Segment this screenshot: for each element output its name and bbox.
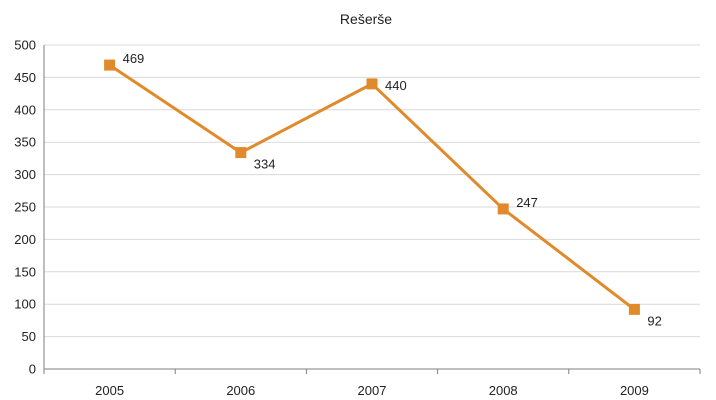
y-tick-label: 200 xyxy=(14,232,36,247)
series-layer xyxy=(104,59,640,315)
grid-layer xyxy=(44,44,700,338)
data-label: 334 xyxy=(254,157,276,172)
y-tick-label: 500 xyxy=(14,38,36,53)
x-tick-label: 2008 xyxy=(489,383,518,398)
data-point-marker xyxy=(628,303,640,315)
x-tick-label: 2006 xyxy=(226,383,255,398)
y-tick-label: 300 xyxy=(14,167,36,182)
chart-title: Rešerše xyxy=(340,11,392,27)
data-label: 247 xyxy=(516,195,538,210)
data-point-marker xyxy=(366,78,378,90)
data-label: 469 xyxy=(123,51,145,66)
y-tick-label: 50 xyxy=(22,329,36,344)
x-tick-label: 2005 xyxy=(95,383,124,398)
x-tick-label: 2007 xyxy=(358,383,387,398)
y-tick-label: 0 xyxy=(29,362,36,377)
data-label: 92 xyxy=(647,313,661,328)
y-tick-label: 400 xyxy=(14,102,36,117)
data-point-marker xyxy=(235,147,247,159)
label-layer: 469 334 440 247 92 xyxy=(123,51,662,328)
y-tick-label: 150 xyxy=(14,264,36,279)
x-tick-label: 2009 xyxy=(620,383,649,398)
data-point-marker xyxy=(497,203,509,215)
data-label: 440 xyxy=(385,78,407,93)
axis-layer: 0 50 100 150 200 250 300 350 400 450 500 2005 2006 20… xyxy=(14,38,701,398)
series-line xyxy=(108,63,636,311)
data-point-marker xyxy=(104,59,116,71)
y-tick-label: 250 xyxy=(14,200,36,215)
y-tick-label: 350 xyxy=(14,135,36,150)
y-tick-label: 450 xyxy=(14,70,36,85)
y-tick-label: 100 xyxy=(14,297,36,312)
